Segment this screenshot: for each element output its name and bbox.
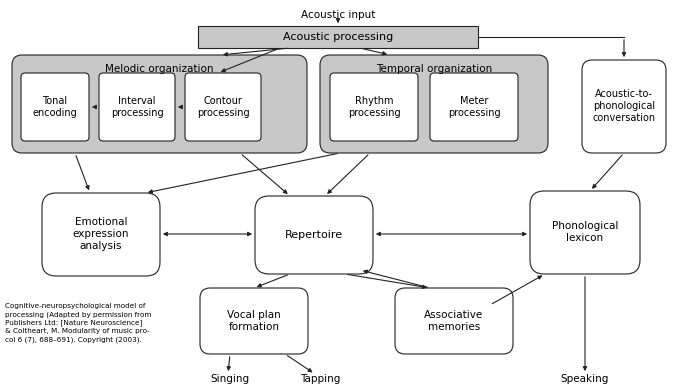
FancyBboxPatch shape [330,73,418,141]
Text: Rhythm
processing: Rhythm processing [348,96,400,118]
FancyBboxPatch shape [582,60,666,153]
Text: Interval
processing: Interval processing [110,96,163,118]
FancyBboxPatch shape [21,73,89,141]
FancyBboxPatch shape [320,55,548,153]
FancyBboxPatch shape [12,55,307,153]
Text: Singing: Singing [211,374,250,384]
Text: Temporal organization: Temporal organization [376,64,492,74]
FancyBboxPatch shape [430,73,518,141]
Text: Acoustic-to-
phonological
conversation: Acoustic-to- phonological conversation [592,90,655,123]
Text: Speaking: Speaking [561,374,609,384]
Text: Phonological
lexicon: Phonological lexicon [552,221,618,243]
Text: Melodic organization: Melodic organization [105,64,213,74]
FancyBboxPatch shape [255,196,373,274]
FancyBboxPatch shape [185,73,261,141]
FancyBboxPatch shape [42,193,160,276]
Text: Cognitive-neuropsychological model of
processing (Adapted by permission from
Pub: Cognitive-neuropsychological model of pr… [5,303,152,343]
Text: Tapping: Tapping [300,374,340,384]
Text: Emotional
expression
analysis: Emotional expression analysis [72,217,129,251]
Text: Vocal plan
formation: Vocal plan formation [227,310,281,332]
FancyBboxPatch shape [530,191,640,274]
FancyBboxPatch shape [99,73,175,141]
FancyBboxPatch shape [200,288,308,354]
Text: Acoustic input: Acoustic input [301,10,375,20]
Text: Meter
processing: Meter processing [447,96,500,118]
Text: Acoustic processing: Acoustic processing [283,32,393,42]
Bar [198,26,478,48]
FancyBboxPatch shape [395,288,513,354]
Text: Associative
memories: Associative memories [424,310,483,332]
Text: Tonal
encoding: Tonal encoding [32,96,77,118]
Text: Repertoire: Repertoire [285,230,343,240]
Text: Contour
processing: Contour processing [197,96,249,118]
